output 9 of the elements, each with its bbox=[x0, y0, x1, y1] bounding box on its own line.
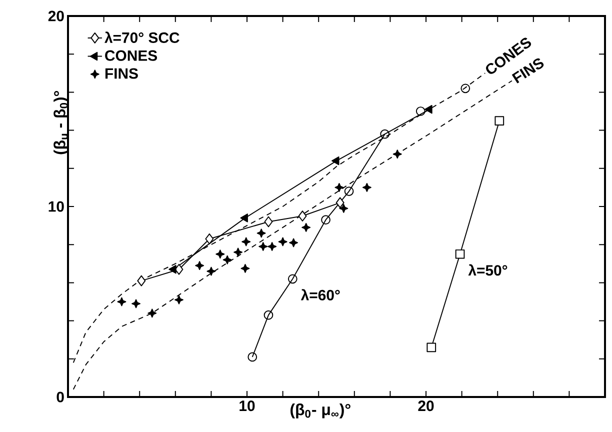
y-tick-label: 20 bbox=[48, 10, 64, 22]
legend-label: λ=70° SCC bbox=[104, 32, 180, 43]
annotation: λ=60° bbox=[300, 289, 340, 300]
x-axis-title: (β$_{0}$- μ$_{∞}$)° bbox=[290, 404, 350, 418]
y-tick-label: 0 bbox=[56, 392, 64, 402]
legend-label: CONES bbox=[105, 50, 158, 61]
legend-label: FINS bbox=[105, 68, 138, 79]
annotation: λ=50° bbox=[468, 264, 508, 276]
y-tick-label: 10 bbox=[48, 201, 64, 212]
